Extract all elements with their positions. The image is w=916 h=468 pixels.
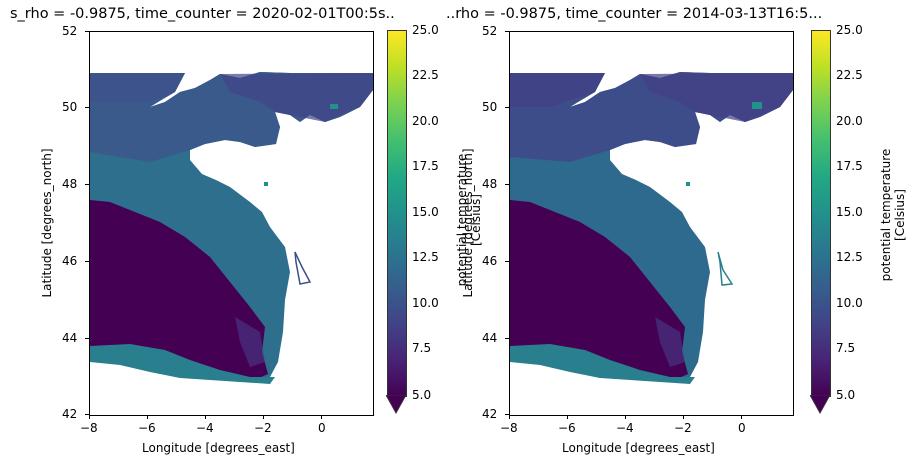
left-plot-title: s_rho = -0.9875, time_counter = 2020-02-… <box>10 6 395 22</box>
ytick-mark <box>505 107 509 108</box>
ytick-mark <box>85 107 89 108</box>
right-colorbar-extend-arrow <box>810 395 830 415</box>
ytick-label: 50 <box>62 100 78 114</box>
ytick-label: 42 <box>62 407 78 421</box>
ytick-mark <box>505 184 509 185</box>
ytick-mark <box>505 338 509 339</box>
xtick-mark <box>683 415 684 419</box>
xtick-mark <box>205 415 206 419</box>
ytick-label: 52 <box>482 24 498 38</box>
left-colorbar <box>387 30 407 397</box>
cbar-tick-label: 10.0 <box>836 296 863 310</box>
xtick-mark <box>567 415 568 419</box>
xtick-label: −2 <box>674 421 692 435</box>
cbar-tick-label: 22.5 <box>836 68 863 82</box>
cbar-tick-label: 22.5 <box>412 68 439 82</box>
xtick-label: 0 <box>738 421 746 435</box>
cbar-tick-label: 7.5 <box>412 341 432 355</box>
xtick-mark <box>263 415 264 419</box>
right-temperature-field <box>510 72 793 384</box>
xtick-label: −4 <box>196 421 214 435</box>
cbar-tick-label: 25.0 <box>836 23 863 37</box>
cbar-tick-label: 15.0 <box>836 205 863 219</box>
xtick-mark <box>89 415 90 419</box>
left-temperature-field <box>90 72 373 384</box>
cbar-tick-label: 7.5 <box>836 341 856 355</box>
cbar-tick-label: 12.5 <box>412 250 439 264</box>
ytick-mark <box>505 31 509 32</box>
cbar-tick-label: 5.0 <box>412 388 432 402</box>
cbar-tick-label: 5.0 <box>836 388 856 402</box>
cbar-label-line2: [Celsius] <box>893 189 907 241</box>
right-colorbar-label: potential temperature [Celsius] <box>879 145 909 285</box>
xtick-mark <box>625 415 626 419</box>
left-map-plot <box>89 31 374 416</box>
ytick-mark <box>505 414 509 415</box>
cbar-label-line1: potential temperature <box>879 148 893 282</box>
ytick-mark <box>505 261 509 262</box>
cbar-tick-label: 10.0 <box>412 296 439 310</box>
xtick-label: −2 <box>254 421 272 435</box>
ytick-label: 50 <box>482 100 498 114</box>
ytick-mark <box>85 261 89 262</box>
left-y-axis-label: Latitude [degrees_north] <box>40 148 54 298</box>
cbar-tick-label: 17.5 <box>412 159 439 173</box>
xtick-label: 0 <box>318 421 326 435</box>
ytick-mark <box>85 414 89 415</box>
xtick-mark <box>321 415 322 419</box>
xtick-mark <box>147 415 148 419</box>
ytick-label: 52 <box>62 24 78 38</box>
xtick-mark <box>509 415 510 419</box>
xtick-mark <box>741 415 742 419</box>
right-plot-title: ..rho = -0.9875, time_counter = 2014-03-… <box>446 6 823 22</box>
xtick-label: −8 <box>80 421 98 435</box>
cbar-tick-label: 15.0 <box>412 205 439 219</box>
cbar-tick-label: 25.0 <box>412 23 439 37</box>
ytick-label: 46 <box>482 254 498 268</box>
ytick-mark <box>85 31 89 32</box>
xtick-label: −6 <box>558 421 576 435</box>
right-y-axis-label: Latitude [degrees_north] <box>461 148 475 298</box>
xtick-label: −8 <box>500 421 518 435</box>
ytick-mark <box>85 184 89 185</box>
cbar-tick-label: 12.5 <box>836 250 863 264</box>
left-colorbar-extend-arrow <box>386 395 406 415</box>
right-colorbar <box>811 30 831 397</box>
ytick-label: 44 <box>62 331 78 345</box>
ytick-label: 42 <box>482 407 498 421</box>
ytick-label: 44 <box>482 331 498 345</box>
ytick-label: 46 <box>62 254 78 268</box>
xtick-label: −4 <box>616 421 634 435</box>
cbar-tick-label: 20.0 <box>412 114 439 128</box>
xtick-label: −6 <box>138 421 156 435</box>
left-x-axis-label: Longitude [degrees_east] <box>142 441 295 455</box>
cbar-tick-label: 17.5 <box>836 159 863 173</box>
right-x-axis-label: Longitude [degrees_east] <box>562 441 715 455</box>
ytick-mark <box>85 338 89 339</box>
ytick-label: 48 <box>482 177 498 191</box>
cbar-tick-label: 20.0 <box>836 114 863 128</box>
right-map-plot <box>509 31 794 416</box>
ytick-label: 48 <box>62 177 78 191</box>
